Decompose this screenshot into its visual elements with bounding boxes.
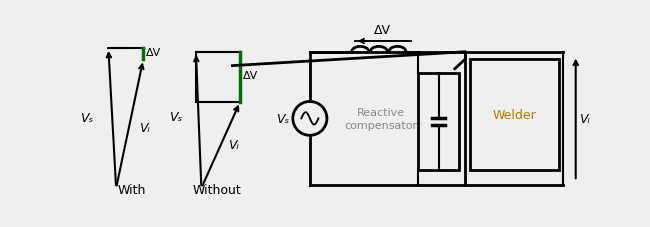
Text: Without: Without [192,183,241,196]
Bar [419,74,459,170]
Text: Vₛ: Vₛ [169,110,182,123]
Text: Vₛ: Vₛ [276,112,289,125]
Bar [469,60,558,170]
Text: ΔV: ΔV [146,48,161,58]
Text: Vₛ: Vₛ [80,112,93,125]
Text: ΔV: ΔV [242,71,257,81]
Text: ΔV: ΔV [374,24,391,37]
Text: Reactive
compensator: Reactive compensator [344,107,418,130]
Text: With: With [118,183,146,196]
Text: Vₗ: Vₗ [139,122,150,135]
Text: Welder: Welder [492,109,536,121]
Text: Vₗ: Vₗ [229,139,239,152]
Text: Vₗ: Vₗ [578,112,590,125]
